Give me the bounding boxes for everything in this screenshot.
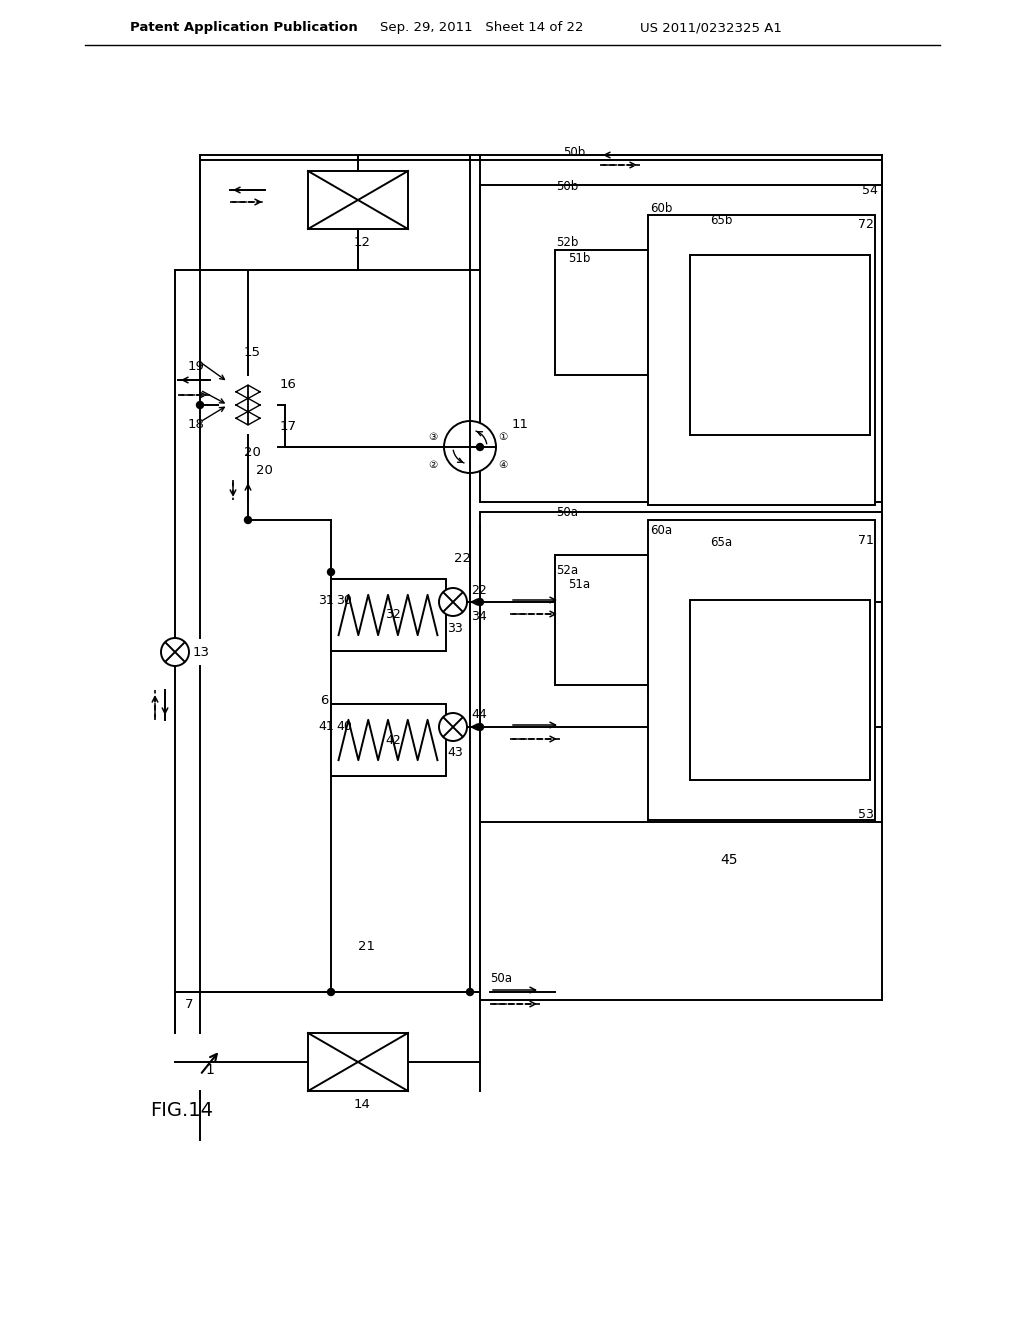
Text: 51b: 51b [568, 252, 591, 264]
Text: 16: 16 [280, 379, 297, 392]
Text: 52b: 52b [556, 236, 579, 249]
Bar [331, 704, 445, 776]
Text: 54: 54 [862, 183, 878, 197]
Bar [648, 520, 874, 820]
Text: 71: 71 [858, 533, 873, 546]
Text: 30: 30 [336, 594, 352, 607]
Bar [690, 255, 870, 436]
Text: 5: 5 [733, 759, 741, 771]
Bar [480, 512, 882, 822]
Text: 65a: 65a [710, 536, 732, 549]
Text: 60a: 60a [650, 524, 672, 536]
Text: 60b: 60b [650, 202, 673, 214]
Text: 40: 40 [336, 719, 352, 733]
Text: 50a: 50a [490, 972, 512, 985]
Text: ③: ③ [428, 432, 437, 442]
Text: ②: ② [428, 459, 437, 470]
Text: 22: 22 [454, 552, 471, 565]
Bar [555, 249, 648, 375]
Circle shape [476, 444, 483, 450]
Circle shape [245, 516, 252, 524]
Text: 50a: 50a [556, 506, 578, 519]
Text: 42: 42 [385, 734, 400, 747]
Text: 20: 20 [256, 463, 272, 477]
Circle shape [476, 723, 483, 730]
Text: 1: 1 [205, 1063, 214, 1077]
Text: 15: 15 [244, 346, 261, 359]
Text: 45: 45 [720, 853, 737, 867]
Text: 22: 22 [471, 583, 486, 597]
Text: 19: 19 [188, 360, 205, 374]
Text: 6: 6 [319, 693, 329, 706]
Text: 51a: 51a [568, 578, 590, 591]
Text: 20: 20 [244, 446, 261, 458]
Text: 21: 21 [358, 940, 375, 953]
Circle shape [161, 638, 189, 667]
Text: 32: 32 [385, 609, 400, 622]
Text: 12: 12 [353, 235, 371, 248]
Text: 31: 31 [318, 594, 334, 607]
Bar [331, 579, 445, 651]
Bar [331, 579, 445, 651]
Circle shape [476, 598, 483, 606]
Bar [555, 554, 648, 685]
Bar [690, 601, 870, 780]
Text: 33: 33 [447, 622, 463, 635]
Text: 34: 34 [471, 610, 486, 623]
Text: 13: 13 [193, 645, 210, 659]
Circle shape [467, 989, 473, 995]
Text: ④: ④ [498, 459, 507, 470]
Circle shape [439, 587, 467, 616]
Text: 52a: 52a [556, 564, 579, 577]
Text: 35: 35 [695, 673, 713, 686]
Bar [331, 704, 445, 776]
Text: ①: ① [498, 432, 507, 442]
Text: 18: 18 [188, 418, 205, 432]
Circle shape [328, 569, 335, 576]
Text: 14: 14 [353, 1097, 371, 1110]
Circle shape [439, 713, 467, 741]
Text: 50b: 50b [556, 181, 579, 194]
Circle shape [328, 989, 335, 995]
Text: 7: 7 [185, 998, 194, 1011]
Text: 45: 45 [755, 751, 772, 763]
Bar [308, 1034, 408, 1092]
Text: 11: 11 [512, 418, 529, 432]
Text: Patent Application Publication: Patent Application Publication [130, 21, 357, 34]
Text: 44: 44 [471, 709, 486, 722]
Bar [480, 185, 882, 502]
Text: 43: 43 [447, 747, 463, 759]
Circle shape [444, 421, 496, 473]
Text: 50b: 50b [563, 145, 586, 158]
Text: FIG.14: FIG.14 [150, 1101, 213, 1119]
Text: 17: 17 [280, 421, 297, 433]
Text: 65b: 65b [710, 214, 732, 227]
Text: US 2011/0232325 A1: US 2011/0232325 A1 [640, 21, 782, 34]
Text: 72: 72 [858, 219, 873, 231]
Bar [308, 172, 408, 228]
Bar [648, 215, 874, 506]
Text: Sep. 29, 2011   Sheet 14 of 22: Sep. 29, 2011 Sheet 14 of 22 [380, 21, 584, 34]
Text: 41: 41 [318, 719, 334, 733]
Text: 53: 53 [858, 808, 873, 821]
Circle shape [197, 401, 204, 408]
